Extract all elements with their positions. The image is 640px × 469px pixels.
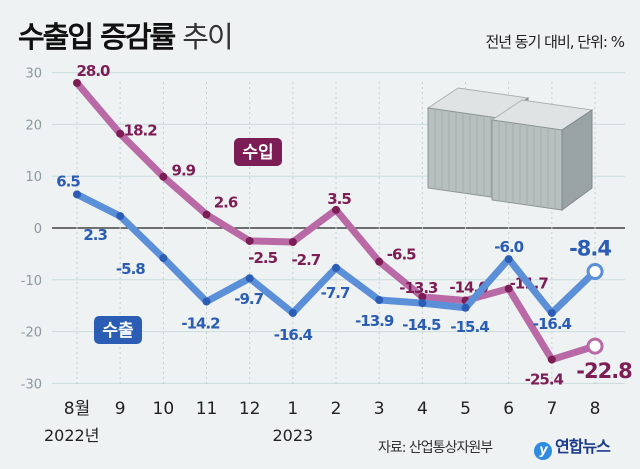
data-label: -22.8 [576, 359, 632, 383]
y-tick-label: 10 [25, 170, 42, 185]
x-tick-label: 10 [153, 399, 175, 419]
x-tick-label: 8 [590, 399, 601, 419]
legend-badge [234, 138, 282, 166]
data-point [375, 257, 384, 266]
x-tick-label: 2 [331, 399, 342, 419]
data-point [159, 254, 168, 263]
data-point [504, 255, 513, 264]
data-label: -25.4 [525, 371, 564, 389]
logo-text: 연합뉴스 [555, 437, 611, 456]
data-label: -16.4 [274, 326, 313, 344]
data-point [332, 263, 341, 272]
x-tick-label: 12 [239, 399, 261, 419]
data-label: -14.5 [402, 316, 441, 334]
data-label: -2.5 [248, 249, 277, 267]
data-point [504, 284, 513, 293]
y-tick-label: -10 [21, 274, 42, 289]
data-point [116, 212, 125, 221]
x-tick-label: 9 [115, 399, 126, 419]
data-point [73, 78, 81, 87]
data-label: -13.9 [355, 312, 394, 330]
data-label: 6.5 [56, 172, 80, 190]
data-point [418, 292, 427, 301]
container-side [561, 109, 593, 211]
chart-title: 수출입 증감률 추이 [18, 14, 234, 56]
data-label: 9.9 [172, 162, 196, 180]
data-label: -5.8 [116, 260, 145, 278]
title-bold: 수출입 증감률 [18, 20, 176, 54]
x-tick-label: 8월 [64, 399, 90, 419]
data-point [288, 237, 297, 246]
logo-icon: y [534, 442, 552, 460]
data-label: 3.5 [327, 190, 351, 208]
data-point [245, 236, 254, 245]
y-tick-label: 30 [25, 67, 42, 82]
y-tick-label: 0 [34, 222, 42, 237]
data-label: -7.7 [321, 284, 350, 302]
x-tick-label: 1 [287, 399, 298, 419]
legend-label: 수입 [242, 143, 273, 163]
year-label: 2023 [272, 426, 313, 445]
data-point [547, 355, 556, 364]
data-label: -16.4 [533, 315, 572, 333]
title-light: 추이 [182, 20, 233, 54]
data-label: -8.4 [569, 237, 611, 261]
container-illustration [426, 87, 594, 211]
data-point [116, 129, 125, 138]
data-point [418, 299, 427, 308]
data-point [586, 263, 604, 281]
x-tick-label: 5 [460, 399, 471, 419]
data-label: 28.0 [76, 62, 110, 80]
legend-label: 수출 [102, 321, 134, 341]
x-tick-label: 6 [503, 399, 514, 419]
data-label: 2.3 [83, 226, 107, 244]
x-tick-label: 11 [196, 399, 218, 419]
data-point [245, 274, 254, 283]
data-point [202, 297, 211, 306]
y-tick-label: -30 [21, 377, 42, 392]
y-tick-label: -20 [21, 326, 42, 341]
data-point [375, 296, 384, 305]
data-point [547, 308, 556, 317]
x-tick-label: 4 [417, 399, 428, 419]
data-point [332, 205, 341, 214]
data-label: -14.2 [181, 315, 220, 333]
x-tick-label: 3 [374, 399, 385, 419]
data-label: -6.5 [387, 246, 416, 264]
year-label: 2022년 [44, 426, 99, 445]
yonhap-logo: y 연합뉴스 [534, 433, 611, 460]
data-label: -6.0 [494, 238, 523, 256]
data-label: -9.7 [234, 290, 263, 308]
legend-badge [94, 316, 142, 344]
unit-note: 전년 동기 대비, 단위: % [485, 33, 625, 51]
data-point [288, 308, 297, 317]
data-point [586, 337, 604, 355]
data-label: -13.3 [399, 279, 438, 297]
data-label: 2.6 [214, 194, 238, 212]
data-point [461, 303, 470, 312]
y-tick-label: 20 [25, 118, 42, 133]
data-point [159, 172, 168, 181]
data-point [73, 190, 81, 199]
data-point [202, 210, 211, 219]
data-label: 18.2 [124, 122, 158, 140]
source-note: 자료: 산업통상자원부 [378, 440, 493, 456]
data-label: -2.7 [291, 251, 320, 269]
data-label: -15.4 [450, 318, 489, 336]
x-tick-label: 7 [546, 399, 557, 419]
